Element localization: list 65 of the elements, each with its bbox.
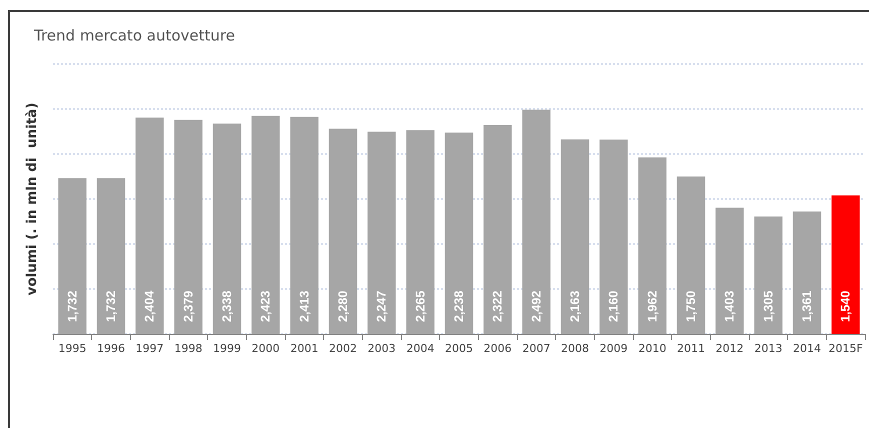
data-label: 1,732 xyxy=(104,290,118,322)
data-label: 2,160 xyxy=(606,290,621,322)
data-label: 1,540 xyxy=(838,290,853,322)
bar xyxy=(174,120,202,334)
x-tick-label: 2006 xyxy=(484,342,512,355)
data-label: 1,361 xyxy=(800,290,814,322)
data-label: 2,163 xyxy=(568,290,582,322)
bar xyxy=(832,195,860,334)
bar xyxy=(444,132,474,334)
x-tick-label: 2015F xyxy=(828,342,863,355)
x-tick-label: 1995 xyxy=(58,342,86,355)
bar xyxy=(136,118,164,334)
x-tick-label: 1997 xyxy=(136,342,164,355)
bar xyxy=(368,132,396,334)
bar xyxy=(96,178,126,334)
x-tick-label: 2004 xyxy=(406,342,434,355)
data-label: 1,732 xyxy=(65,290,80,322)
x-tick-label: 2011 xyxy=(677,342,705,355)
x-tick-label: 2002 xyxy=(329,342,357,355)
bar xyxy=(406,130,434,334)
x-tick-label: 2014 xyxy=(793,342,821,355)
data-label: 2,413 xyxy=(297,290,312,322)
data-label: 2,338 xyxy=(220,290,234,322)
x-tick-label: 2009 xyxy=(600,342,628,355)
chart-title: Trend mercato autovetture xyxy=(33,26,235,44)
x-tick-label: 2010 xyxy=(638,342,666,355)
data-label: 2,379 xyxy=(181,290,196,322)
bar xyxy=(792,212,822,334)
x-tick-label: 2007 xyxy=(522,342,550,355)
x-tick-label: 2003 xyxy=(368,342,396,355)
bar xyxy=(252,116,280,334)
data-label: 2,247 xyxy=(374,290,389,322)
bar xyxy=(716,208,744,334)
x-tick-label: 2001 xyxy=(290,342,318,355)
bar xyxy=(328,128,358,334)
data-label: 2,265 xyxy=(413,290,428,322)
y-axis-title: volumi (. in mln di unità) xyxy=(24,102,40,296)
x-tick-label: 2012 xyxy=(716,342,744,355)
data-label: 2,423 xyxy=(258,290,273,322)
x-tick-label: 2005 xyxy=(445,342,473,355)
data-label: 2,238 xyxy=(452,290,466,322)
bar xyxy=(754,216,782,334)
data-label: 2,322 xyxy=(490,290,505,322)
data-label: 1,403 xyxy=(722,290,737,322)
data-label: 1,305 xyxy=(761,290,776,322)
data-label: 1,962 xyxy=(645,290,660,322)
data-label: 2,280 xyxy=(336,290,350,322)
bar xyxy=(638,157,666,334)
bar xyxy=(58,178,86,334)
bar xyxy=(484,125,512,334)
x-tick-label: 2013 xyxy=(754,342,782,355)
bar xyxy=(212,124,242,334)
x-tick-label: 1999 xyxy=(213,342,241,355)
x-tick-label: 2000 xyxy=(252,342,280,355)
bar xyxy=(676,176,706,334)
data-label: 2,492 xyxy=(529,290,544,322)
bar xyxy=(290,116,318,334)
bar xyxy=(522,110,550,334)
x-tick-label: 2008 xyxy=(561,342,589,355)
bar xyxy=(560,139,590,334)
x-tick-label: 1998 xyxy=(174,342,202,355)
data-label: 2,404 xyxy=(142,290,157,322)
x-tick-label: 1996 xyxy=(97,342,125,355)
data-label: 1,750 xyxy=(684,290,698,322)
bar xyxy=(600,140,628,334)
